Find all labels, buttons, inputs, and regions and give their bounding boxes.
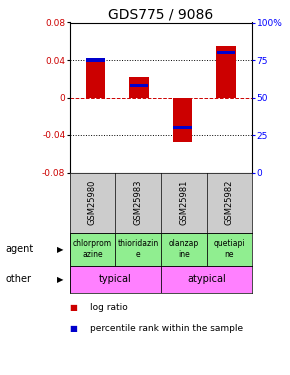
- Bar: [70, 266, 161, 292]
- Bar: [173, 98, 193, 142]
- Text: GSM25983: GSM25983: [134, 180, 143, 225]
- Bar: [70, 232, 115, 266]
- Bar: [130, 84, 148, 87]
- Text: other: other: [6, 274, 32, 284]
- Text: thioridazin
e: thioridazin e: [117, 240, 159, 259]
- Bar: [86, 58, 105, 62]
- Text: agent: agent: [6, 244, 34, 254]
- Bar: [216, 46, 236, 98]
- Bar: [115, 232, 161, 266]
- Bar: [129, 77, 149, 98]
- Bar: [161, 232, 206, 266]
- Text: olanzap
ine: olanzap ine: [169, 240, 199, 259]
- Bar: [161, 266, 252, 292]
- Bar: [173, 126, 192, 129]
- Text: ■: ■: [70, 303, 77, 312]
- Text: ▶: ▶: [57, 274, 64, 284]
- Text: GSM25982: GSM25982: [225, 180, 234, 225]
- Bar: [86, 60, 106, 98]
- Text: log ratio: log ratio: [90, 303, 128, 312]
- Text: ▶: ▶: [57, 244, 64, 254]
- Title: GDS775 / 9086: GDS775 / 9086: [108, 8, 213, 21]
- Text: ■: ■: [70, 324, 77, 333]
- Text: atypical: atypical: [187, 274, 226, 284]
- Text: typical: typical: [99, 274, 132, 284]
- Text: GSM25980: GSM25980: [88, 180, 97, 225]
- Bar: [217, 51, 235, 54]
- Text: quetiapi
ne: quetiapi ne: [214, 240, 245, 259]
- Text: percentile rank within the sample: percentile rank within the sample: [90, 324, 243, 333]
- Text: chlorprom
azine: chlorprom azine: [73, 240, 112, 259]
- Text: GSM25981: GSM25981: [179, 180, 188, 225]
- Bar: [206, 232, 252, 266]
